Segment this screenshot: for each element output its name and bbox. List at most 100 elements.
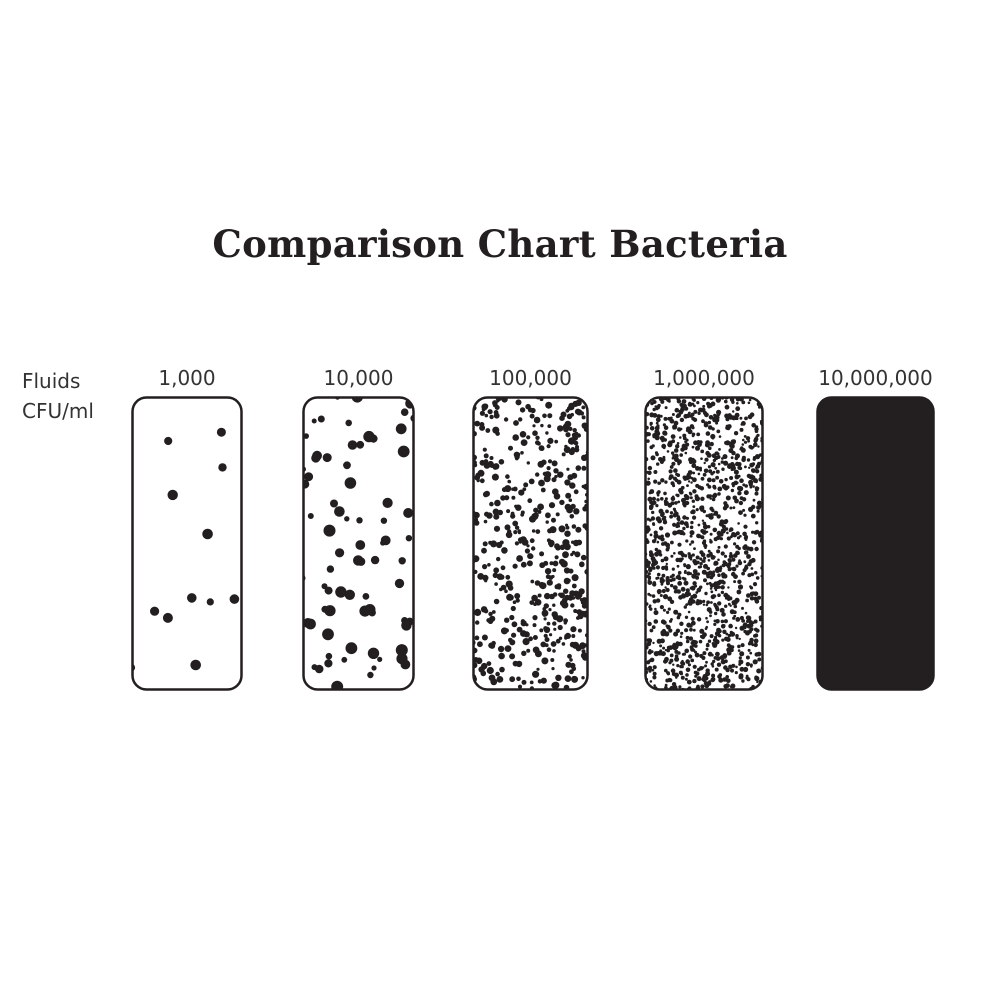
bacteria-colony xyxy=(751,643,755,647)
bacteria-colony xyxy=(737,579,742,584)
bacteria-colony xyxy=(666,450,670,453)
bacteria-colony xyxy=(551,477,557,483)
bacteria-colony xyxy=(490,540,498,548)
bacteria-colony xyxy=(693,404,696,408)
bacteria-colony xyxy=(538,479,545,487)
bacteria-colony xyxy=(483,608,489,614)
bacteria-colony xyxy=(702,472,707,477)
bacteria-colony xyxy=(723,655,727,659)
bacteria-colony xyxy=(479,422,485,427)
bacteria-colony xyxy=(676,493,680,498)
bacteria-colony xyxy=(703,681,709,686)
bacteria-colony xyxy=(713,603,718,608)
bacteria-colony xyxy=(678,641,681,645)
bacteria-colony xyxy=(573,489,579,495)
bacteria-colony xyxy=(714,639,720,645)
bacteria-colony xyxy=(704,457,709,462)
bacteria-colony xyxy=(558,592,563,597)
bacteria-colony xyxy=(736,481,739,485)
bacteria-colony xyxy=(567,437,576,445)
bacteria-colony xyxy=(541,657,549,665)
bacteria-colony xyxy=(645,402,646,406)
bacteria-colony xyxy=(523,482,529,488)
bacteria-colony xyxy=(504,524,511,531)
bacteria-colony xyxy=(651,496,656,501)
bacteria-colony xyxy=(569,641,576,648)
bacteria-colony xyxy=(711,478,716,483)
bacteria-colony xyxy=(690,540,695,544)
bacteria-colony xyxy=(519,431,527,438)
bacteria-colony xyxy=(688,636,694,641)
bacteria-colony xyxy=(692,581,697,586)
bacteria-colony xyxy=(704,423,709,427)
bacteria-colony xyxy=(743,666,749,673)
bacteria-colony xyxy=(554,474,558,479)
bacteria-colony xyxy=(732,616,736,620)
bacteria-colony xyxy=(330,499,338,508)
bacteria-colony xyxy=(654,405,658,408)
bacteria-colony xyxy=(731,566,735,570)
bacteria-colony xyxy=(520,439,528,446)
bacteria-colony xyxy=(546,621,551,626)
bacteria-colony xyxy=(546,444,551,449)
bacteria-colony xyxy=(699,666,704,671)
bacteria-colony xyxy=(563,588,569,594)
bacteria-colony xyxy=(709,614,712,618)
bacteria-colony xyxy=(555,638,561,644)
bacteria-colony xyxy=(511,621,518,628)
bacteria-colony xyxy=(717,492,721,496)
bacteria-colony xyxy=(689,534,693,538)
bacteria-colony xyxy=(660,497,664,501)
bacteria-colony xyxy=(662,446,666,450)
bacteria-colony xyxy=(647,580,653,585)
bacteria-colony xyxy=(569,662,576,669)
bacteria-colony xyxy=(707,477,712,483)
bacteria-colony xyxy=(514,525,520,530)
bacteria-colony xyxy=(735,544,740,549)
bacteria-colony xyxy=(473,687,476,690)
bacteria-colony xyxy=(683,521,689,527)
bacteria-colony xyxy=(564,503,572,511)
bacteria-colony xyxy=(325,652,333,660)
bacteria-colony xyxy=(674,457,679,463)
bacteria-colony xyxy=(699,628,705,634)
bacteria-colony xyxy=(743,435,747,438)
bacteria-colony xyxy=(745,676,749,680)
bacteria-colony xyxy=(516,676,521,682)
bacteria-colony xyxy=(311,453,321,463)
bacteria-colony xyxy=(669,653,674,658)
bacteria-colony xyxy=(700,476,705,481)
bacteria-colony xyxy=(699,562,703,566)
bacteria-colony xyxy=(669,575,673,579)
bacteria-colony xyxy=(744,611,748,615)
bacteria-colony xyxy=(475,657,483,665)
bacteria-colony xyxy=(699,585,703,589)
bacteria-colony xyxy=(646,470,650,474)
bacteria-colony xyxy=(706,494,711,499)
bacteria-colony xyxy=(720,624,726,629)
bacteria-colony xyxy=(558,525,566,533)
bacteria-colony xyxy=(683,580,689,586)
bacteria-colony xyxy=(544,568,552,575)
bacteria-colony xyxy=(707,549,711,553)
bacteria-colony xyxy=(498,459,505,465)
bacteria-colony xyxy=(322,628,334,641)
bacteria-colony xyxy=(709,506,714,511)
bacteria-colony xyxy=(708,446,712,450)
bacteria-colony xyxy=(712,458,717,463)
bacteria-colony xyxy=(685,413,691,419)
bacteria-colony xyxy=(730,683,736,689)
bacteria-colony xyxy=(735,406,741,412)
bacteria-colony xyxy=(733,553,738,558)
bacteria-colony xyxy=(687,600,693,606)
bacteria-colony xyxy=(549,633,553,637)
bacteria-colony xyxy=(716,535,721,540)
bacteria-colony xyxy=(715,651,720,657)
bacteria-colony xyxy=(529,538,535,544)
bacteria-colony xyxy=(520,561,527,568)
bacteria-colony xyxy=(652,522,655,526)
bacteria-colony xyxy=(703,578,707,583)
bacteria-colony xyxy=(666,672,670,676)
bacteria-colony xyxy=(701,519,705,522)
bacteria-colony xyxy=(314,664,324,674)
